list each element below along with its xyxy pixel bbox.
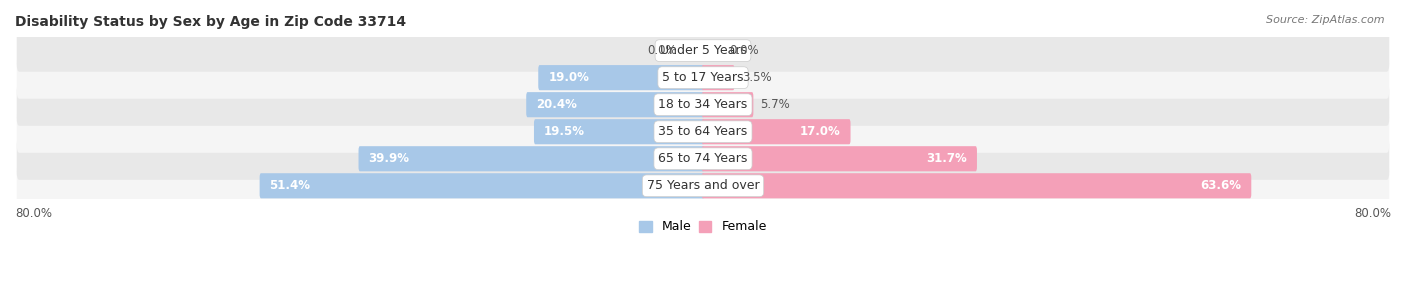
FancyBboxPatch shape bbox=[17, 165, 1389, 207]
FancyBboxPatch shape bbox=[17, 138, 1389, 180]
Text: 35 to 64 Years: 35 to 64 Years bbox=[658, 125, 748, 138]
Text: 0.0%: 0.0% bbox=[648, 44, 678, 57]
Text: 65 to 74 Years: 65 to 74 Years bbox=[658, 152, 748, 165]
Text: Under 5 Years: Under 5 Years bbox=[659, 44, 747, 57]
Text: 5.7%: 5.7% bbox=[761, 98, 790, 111]
Text: 20.4%: 20.4% bbox=[536, 98, 576, 111]
Text: Disability Status by Sex by Age in Zip Code 33714: Disability Status by Sex by Age in Zip C… bbox=[15, 15, 406, 29]
Text: 0.0%: 0.0% bbox=[728, 44, 758, 57]
FancyBboxPatch shape bbox=[702, 65, 734, 90]
Text: 18 to 34 Years: 18 to 34 Years bbox=[658, 98, 748, 111]
FancyBboxPatch shape bbox=[17, 57, 1389, 99]
Text: 3.5%: 3.5% bbox=[742, 71, 772, 84]
Text: 75 Years and over: 75 Years and over bbox=[647, 179, 759, 192]
FancyBboxPatch shape bbox=[702, 173, 1251, 199]
FancyBboxPatch shape bbox=[260, 173, 704, 199]
Text: 5 to 17 Years: 5 to 17 Years bbox=[662, 71, 744, 84]
FancyBboxPatch shape bbox=[538, 65, 704, 90]
Text: 80.0%: 80.0% bbox=[1354, 207, 1391, 220]
FancyBboxPatch shape bbox=[702, 119, 851, 144]
FancyBboxPatch shape bbox=[534, 119, 704, 144]
Text: 39.9%: 39.9% bbox=[368, 152, 409, 165]
FancyBboxPatch shape bbox=[17, 84, 1389, 126]
Text: 19.5%: 19.5% bbox=[544, 125, 585, 138]
Text: 51.4%: 51.4% bbox=[270, 179, 311, 192]
Text: 17.0%: 17.0% bbox=[800, 125, 841, 138]
Text: 80.0%: 80.0% bbox=[15, 207, 52, 220]
FancyBboxPatch shape bbox=[17, 111, 1389, 153]
Text: 31.7%: 31.7% bbox=[927, 152, 967, 165]
FancyBboxPatch shape bbox=[526, 92, 704, 117]
FancyBboxPatch shape bbox=[702, 146, 977, 171]
Legend: Male, Female: Male, Female bbox=[634, 216, 772, 238]
FancyBboxPatch shape bbox=[702, 92, 754, 117]
FancyBboxPatch shape bbox=[359, 146, 704, 171]
FancyBboxPatch shape bbox=[17, 29, 1389, 72]
Text: 63.6%: 63.6% bbox=[1201, 179, 1241, 192]
Text: 19.0%: 19.0% bbox=[548, 71, 589, 84]
Text: Source: ZipAtlas.com: Source: ZipAtlas.com bbox=[1267, 15, 1385, 25]
